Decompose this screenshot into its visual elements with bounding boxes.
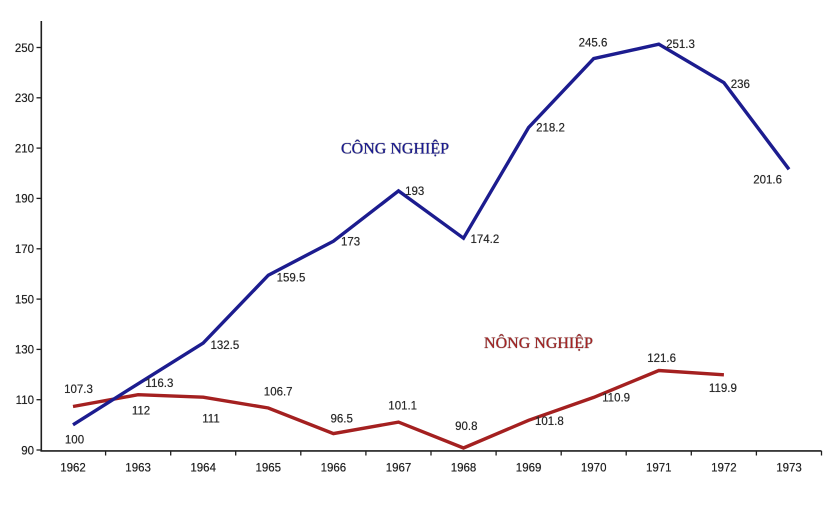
svg-text:201.6: 201.6 <box>753 175 782 187</box>
svg-text:1969: 1969 <box>516 463 542 475</box>
svg-text:110.9: 110.9 <box>602 392 630 404</box>
svg-text:190: 190 <box>15 194 34 206</box>
svg-text:173: 173 <box>341 236 360 248</box>
svg-text:1968: 1968 <box>451 463 477 475</box>
svg-text:1973: 1973 <box>776 463 802 475</box>
svg-text:1965: 1965 <box>256 463 282 475</box>
svg-text:1971: 1971 <box>646 463 672 475</box>
svg-text:116.3: 116.3 <box>145 378 173 390</box>
svg-text:130: 130 <box>15 345 34 357</box>
svg-text:101.1: 101.1 <box>388 401 417 413</box>
svg-text:1964: 1964 <box>190 463 216 475</box>
svg-text:170: 170 <box>15 244 34 256</box>
svg-text:1966: 1966 <box>321 463 347 475</box>
svg-text:1970: 1970 <box>581 463 607 475</box>
svg-text:90.8: 90.8 <box>455 421 477 433</box>
svg-text:100: 100 <box>65 435 84 447</box>
svg-text:1963: 1963 <box>125 463 151 475</box>
svg-text:150: 150 <box>15 294 34 306</box>
svg-text:111: 111 <box>202 413 219 425</box>
svg-text:107.3: 107.3 <box>64 384 93 396</box>
svg-text:250: 250 <box>15 43 34 55</box>
svg-text:251.3: 251.3 <box>666 39 695 51</box>
svg-text:193: 193 <box>405 186 424 198</box>
svg-text:1972: 1972 <box>711 463 737 475</box>
svg-text:90: 90 <box>21 445 34 457</box>
svg-text:230: 230 <box>15 93 34 105</box>
svg-text:159.5: 159.5 <box>277 273 306 285</box>
svg-text:106.7: 106.7 <box>264 387 293 399</box>
svg-text:121.6: 121.6 <box>647 353 676 365</box>
svg-text:210: 210 <box>15 143 34 155</box>
svg-text:245.6: 245.6 <box>579 37 608 49</box>
svg-text:101.8: 101.8 <box>535 416 564 428</box>
svg-text:112: 112 <box>132 406 150 418</box>
svg-text:NÔNG NGHIỆP: NÔNG NGHIỆP <box>484 333 593 352</box>
svg-text:1962: 1962 <box>60 463 86 475</box>
svg-text:132.5: 132.5 <box>211 340 240 352</box>
svg-text:110: 110 <box>16 395 34 407</box>
svg-text:96.5: 96.5 <box>331 413 353 425</box>
svg-text:174.2: 174.2 <box>471 234 500 246</box>
svg-text:CÔNG NGHIỆP: CÔNG NGHIỆP <box>341 139 449 158</box>
svg-text:119.9: 119.9 <box>709 383 737 395</box>
svg-text:218.2: 218.2 <box>536 122 565 134</box>
svg-text:236: 236 <box>731 79 750 91</box>
svg-text:1967: 1967 <box>386 463 412 475</box>
